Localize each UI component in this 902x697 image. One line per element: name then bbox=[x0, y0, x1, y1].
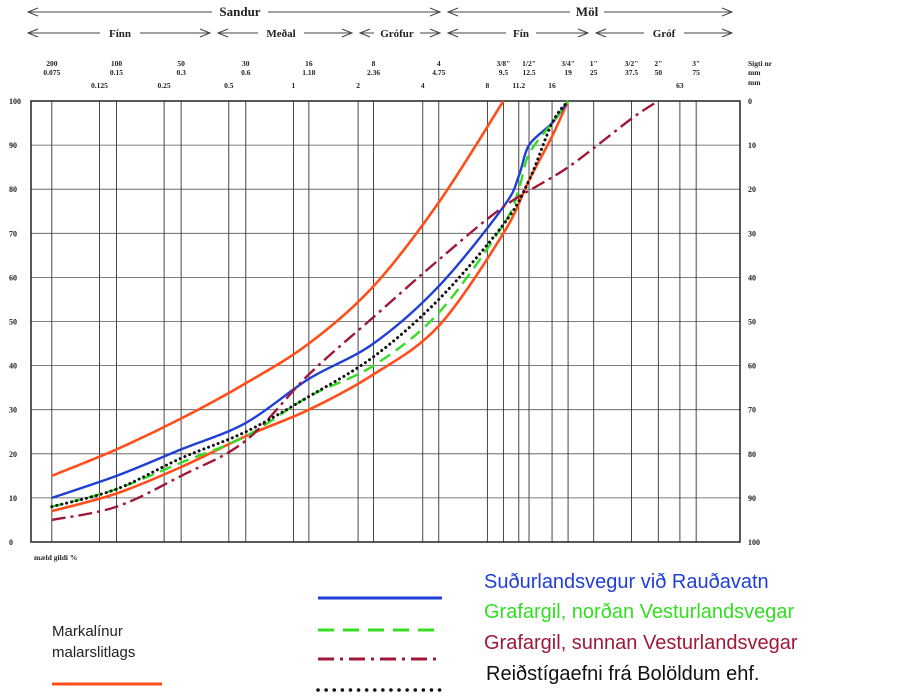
sieve-unit-line2: mm bbox=[748, 68, 761, 77]
y-tick-6: 60 bbox=[9, 273, 17, 282]
curves bbox=[50, 99, 659, 522]
sieve-unit: Sigti nr mm mm bbox=[748, 59, 773, 87]
y-tick-10: 100 bbox=[9, 97, 21, 106]
sieve-unit-line1: Sigti nr bbox=[748, 59, 773, 68]
legend-label-series-0: Suðurlandsvegur við Rauðavatn bbox=[484, 571, 769, 593]
sieve-label-mid-4: 2 bbox=[356, 81, 360, 90]
y-tick-7: 70 bbox=[9, 229, 17, 238]
sieve-label-mid-3: 1 bbox=[292, 81, 296, 90]
sieve-label-top-2: 50 bbox=[177, 59, 185, 68]
y2-tick-8: 20 bbox=[748, 185, 756, 194]
y2-tick-6: 40 bbox=[748, 273, 756, 282]
sieve-label-top-4: 16 bbox=[305, 59, 313, 68]
grid bbox=[31, 100, 740, 543]
sieve-label-mid-1: 0.25 bbox=[158, 81, 171, 90]
envelope-line-1 bbox=[51, 100, 570, 513]
legend-envelope-label-2: malarslitlags bbox=[52, 644, 135, 661]
series-line-3 bbox=[50, 99, 570, 509]
series-line-2 bbox=[51, 99, 659, 522]
series-line-0 bbox=[51, 100, 570, 500]
y2-tick-1: 90 bbox=[748, 494, 756, 503]
sieve-label-top-12: 2" bbox=[654, 59, 662, 68]
y2-tick-3: 70 bbox=[748, 406, 756, 415]
y2-tick-7: 30 bbox=[748, 229, 756, 238]
y-axis-ticks: 0 10 20 30 40 50 60 70 80 90 100 bbox=[9, 97, 21, 547]
sieve-label-mid-0: 0.125 bbox=[91, 81, 108, 90]
y2-tick-9: 10 bbox=[748, 141, 756, 150]
fin-label: Fín bbox=[513, 28, 529, 40]
sieve-label-bottom-5: 2.36 bbox=[367, 68, 380, 77]
sieve-label-bottom-6: 4.75 bbox=[432, 68, 445, 77]
grof-label: Gróf bbox=[653, 28, 676, 40]
legend-label-series-3: Reiðstígaefni frá Bolöldum ehf. bbox=[486, 663, 760, 685]
y-tick-3: 30 bbox=[9, 406, 17, 415]
sieve-unit-line3: mm bbox=[748, 78, 761, 87]
y2-tick-10: 0 bbox=[748, 97, 752, 106]
sieve-label-mid-2: 0.5 bbox=[224, 81, 234, 90]
sieve-label-bottom-9: 19 bbox=[564, 68, 572, 77]
series-line-1 bbox=[51, 100, 570, 508]
legend-label-series-1: Grafargil, norðan Vesturlandsvegar bbox=[484, 601, 795, 623]
y-tick-8: 80 bbox=[9, 185, 17, 194]
grofur-label: Grófur bbox=[380, 28, 414, 40]
sieve-label-top-10: 1" bbox=[590, 59, 598, 68]
y-tick-5: 50 bbox=[9, 318, 17, 327]
y-tick-4: 40 bbox=[9, 362, 17, 371]
y-tick-2: 20 bbox=[9, 450, 17, 459]
y2-tick-0: 100 bbox=[748, 538, 760, 547]
sieve-label-bottom-4: 1.18 bbox=[302, 68, 315, 77]
sieve-label-bottom-0: 0.075 bbox=[43, 68, 60, 77]
sieve-label-top-0: 200 bbox=[46, 59, 58, 68]
sieve-label-bottom-8: 12.5 bbox=[522, 68, 535, 77]
y-tick-1: 10 bbox=[9, 494, 17, 503]
sieve-labels: 2000.0751000.15500.3300.6161.1882.3644.7… bbox=[43, 59, 700, 90]
sieve-label-bottom-11: 37.5 bbox=[625, 68, 638, 77]
y-tick-0: 0 bbox=[9, 538, 13, 547]
y2-tick-5: 50 bbox=[748, 318, 756, 327]
plot-frame bbox=[30, 100, 741, 543]
legend: Suðurlandsvegur við Rauðavatn Grafargil,… bbox=[52, 571, 798, 692]
sieve-label-top-9: 3/4" bbox=[561, 59, 575, 68]
y2-tick-2: 80 bbox=[748, 450, 756, 459]
sieve-label-top-8: 1/2" bbox=[522, 59, 536, 68]
finn-label: Fínn bbox=[109, 28, 131, 40]
envelope-line-0 bbox=[51, 100, 505, 478]
sieve-label-bottom-1: 0.15 bbox=[110, 68, 123, 77]
sieve-label-top-1: 100 bbox=[111, 59, 123, 68]
sandur-label: Sandur bbox=[219, 4, 260, 19]
header-labels: Sandur Möl Fínn Meðal Grófur Fín Gróf bbox=[100, 4, 684, 41]
sieve-label-top-5: 8 bbox=[372, 59, 376, 68]
mol-label: Möl bbox=[576, 4, 599, 19]
legend-label-series-2: Grafargil, sunnan Vesturlandsvegar bbox=[484, 632, 798, 654]
medal-label: Meðal bbox=[266, 28, 295, 40]
sieve-label-mid-7: 11.2 bbox=[512, 81, 525, 90]
header-arrowheads bbox=[26, 7, 734, 38]
sieve-label-bottom-10: 25 bbox=[590, 68, 598, 77]
sieve-label-top-13: 3" bbox=[692, 59, 700, 68]
sieve-label-bottom-12: 50 bbox=[655, 68, 663, 77]
y2-tick-4: 60 bbox=[748, 362, 756, 371]
sieve-label-bottom-7: 9.5 bbox=[499, 68, 509, 77]
sieve-label-top-11: 3/2" bbox=[625, 59, 639, 68]
y-tick-9: 90 bbox=[9, 141, 17, 150]
sieve-label-top-7: 3/8" bbox=[497, 59, 511, 68]
sieve-label-bottom-13: 75 bbox=[692, 68, 700, 77]
sieve-label-bottom-2: 0.3 bbox=[176, 68, 186, 77]
sieve-label-mid-6: 8 bbox=[486, 81, 490, 90]
sieve-label-top-6: 4 bbox=[437, 59, 441, 68]
legend-envelope-label-1: Markalínur bbox=[52, 623, 123, 640]
sieve-label-bottom-3: 0.6 bbox=[241, 68, 251, 77]
footer-label: mæld gildi % bbox=[34, 553, 77, 562]
sieve-label-mid-5: 4 bbox=[421, 81, 425, 90]
sieve-label-mid-9: 63 bbox=[676, 81, 684, 90]
sieve-label-top-3: 30 bbox=[242, 59, 250, 68]
sieve-label-mid-8: 16 bbox=[548, 81, 556, 90]
